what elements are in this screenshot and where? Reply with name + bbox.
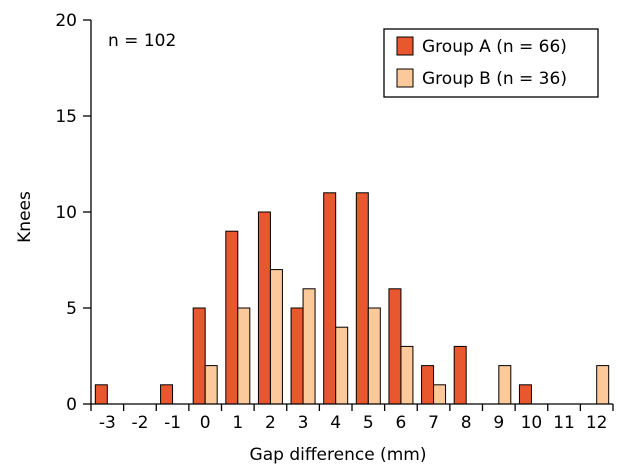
bar-group-a bbox=[192, 307, 206, 405]
bar-group-a bbox=[290, 307, 304, 405]
y-tick-label: 15 bbox=[55, 107, 77, 127]
sample-size-annotation: n = 102 bbox=[108, 31, 176, 51]
bar-group-a bbox=[355, 192, 369, 405]
bar-group-a bbox=[453, 345, 467, 405]
x-tick-label: -1 bbox=[164, 413, 181, 433]
x-tick-label: 3 bbox=[298, 413, 309, 433]
x-tick-label: 0 bbox=[200, 413, 211, 433]
legend-swatch-group-a bbox=[396, 36, 414, 56]
bar-group-b bbox=[237, 307, 251, 405]
bar-group-a bbox=[225, 230, 239, 405]
x-tick-label: 12 bbox=[586, 413, 608, 433]
y-tick-label: 10 bbox=[55, 203, 77, 223]
bar-group-b bbox=[367, 307, 381, 405]
x-tick-label: 11 bbox=[553, 413, 575, 433]
legend: Group A (n = 66) Group B (n = 36) bbox=[383, 28, 599, 98]
legend-box bbox=[383, 28, 599, 98]
bar-group-a bbox=[323, 192, 337, 405]
legend-label-group-b: Group B (n = 36) bbox=[422, 69, 567, 89]
bar-group-b bbox=[400, 345, 414, 405]
x-tick-label: 8 bbox=[461, 413, 472, 433]
x-tick-label: 10 bbox=[521, 413, 543, 433]
legend-swatch-group-b bbox=[396, 68, 414, 88]
bar-group-a bbox=[94, 384, 108, 405]
bar-group-a bbox=[518, 384, 532, 405]
x-tick-label: 2 bbox=[265, 413, 276, 433]
x-tick-label: 4 bbox=[330, 413, 341, 433]
bar-group-b bbox=[596, 365, 610, 405]
bar-group-b bbox=[498, 365, 512, 405]
bar-group-b bbox=[335, 326, 349, 405]
x-tick-label: -3 bbox=[99, 413, 116, 433]
x-axis-title: Gap difference (mm) bbox=[250, 445, 427, 465]
bar-group-b bbox=[302, 288, 316, 405]
x-axis-ticks: -3 -2 -1 0 1 2 3 4 5 6 7 8 9 10 11 12 bbox=[90, 404, 614, 433]
x-tick-label: 7 bbox=[428, 413, 439, 433]
plot-area bbox=[94, 192, 610, 405]
legend-label-group-a: Group A (n = 66) bbox=[422, 37, 567, 57]
y-axis-ticks: 0 5 10 15 20 bbox=[55, 11, 91, 415]
bar-group-a bbox=[257, 211, 271, 405]
x-tick-label: 1 bbox=[232, 413, 243, 433]
y-tick-label: 5 bbox=[66, 299, 77, 319]
y-tick-label: 20 bbox=[55, 11, 77, 31]
bar-group-a bbox=[160, 384, 174, 405]
bar-group-b bbox=[269, 269, 283, 405]
x-tick-label: 9 bbox=[493, 413, 504, 433]
x-tick-label: -2 bbox=[131, 413, 148, 433]
bar-group-b bbox=[433, 384, 447, 405]
x-tick-label: 5 bbox=[363, 413, 374, 433]
x-tick-label: 6 bbox=[396, 413, 407, 433]
bar-group-b bbox=[204, 365, 218, 405]
y-tick-label: 0 bbox=[66, 395, 77, 415]
y-axis-title: Knees bbox=[15, 191, 35, 243]
bar-group-a bbox=[421, 365, 435, 405]
bar-group-a bbox=[388, 288, 402, 405]
